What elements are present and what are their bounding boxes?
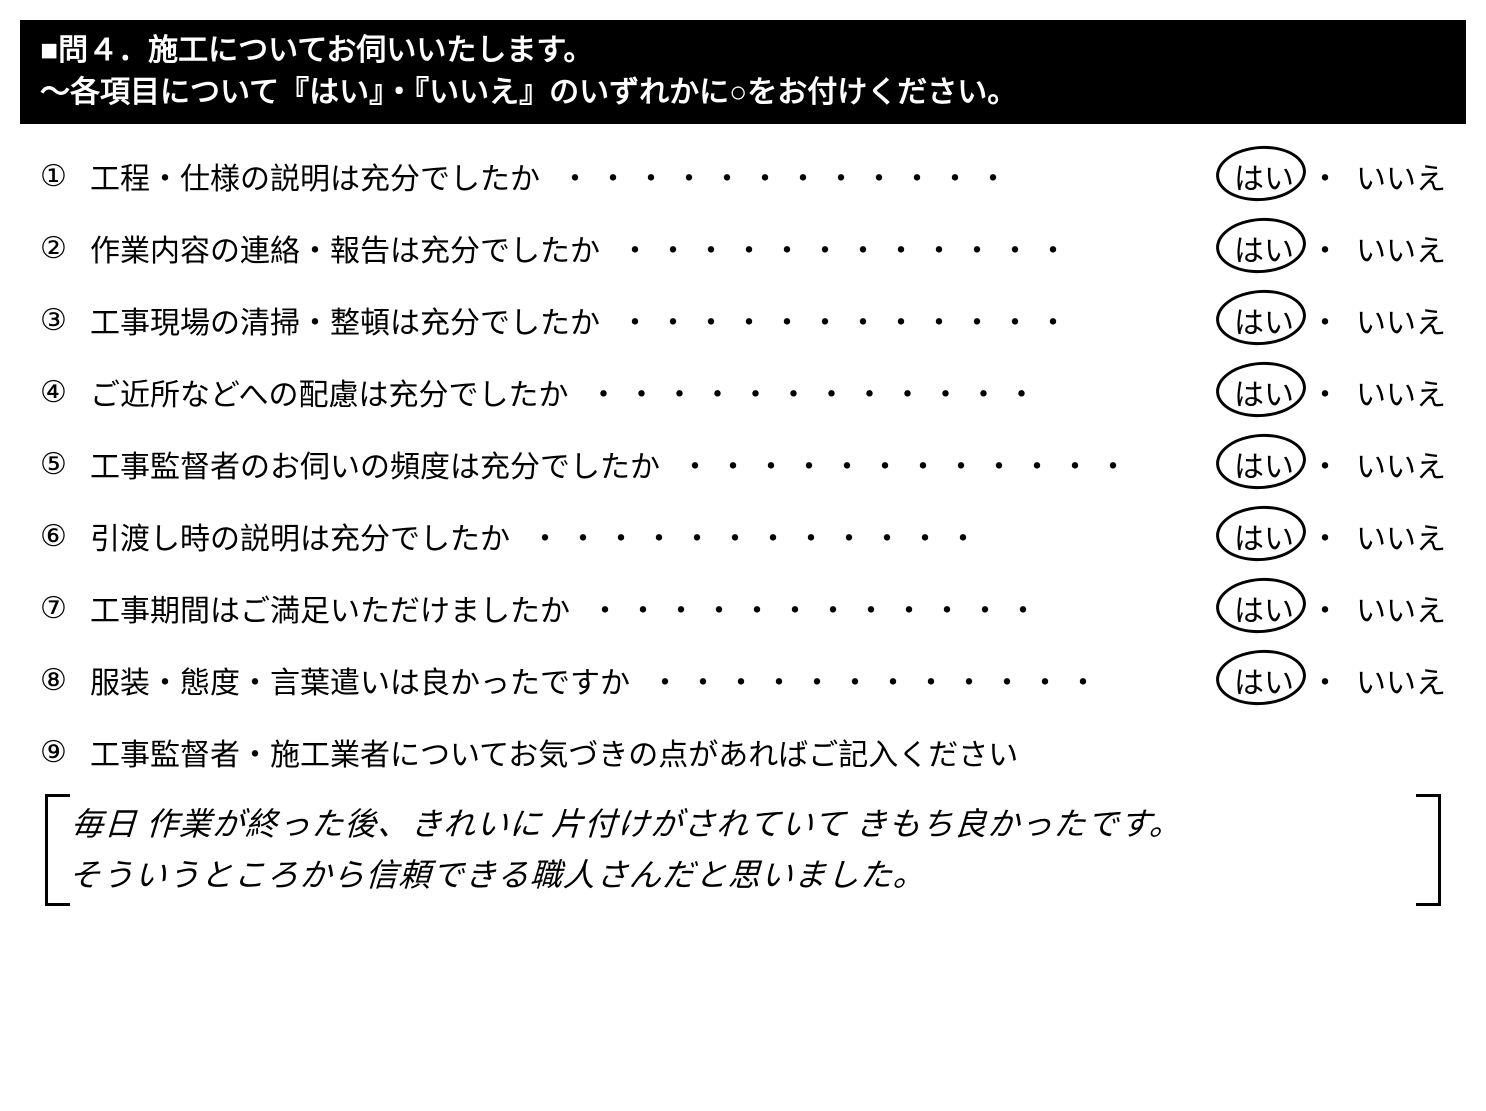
handwritten-line2: そういうところから信頼できる職人さんだと思いました。: [67, 850, 1416, 901]
answer-group: はい ・ いいえ: [1234, 370, 1446, 414]
question-text: 工事監督者のお伺いの頻度は充分でしたか: [90, 442, 660, 486]
question-row-4: ④ ご近所などへの配慮は充分でしたか ・・・・・・・・・・・・ はい ・ いいえ: [40, 370, 1446, 414]
question-row-2: ② 作業内容の連絡・報告は充分でしたか ・・・・・・・・・・・・ はい ・ いい…: [40, 226, 1446, 270]
question-number: ⑨: [40, 735, 90, 770]
question-row-1: ① 工程・仕様の説明は充分でしたか ・・・・・・・・・・・・ はい ・ いいえ: [40, 154, 1446, 198]
separator-dot: ・: [1306, 298, 1344, 342]
leader-dots: ・・・・・・・・・・・・: [540, 154, 1234, 198]
header-line2: ～各項目について『はい』・『いいえ』のいずれかに○をお付けください。: [40, 72, 1446, 114]
section-header: ■問４．施工についてお伺いいたします。 ～各項目について『はい』・『いいえ』のい…: [20, 20, 1466, 124]
separator-dot: ・: [1306, 514, 1344, 558]
leader-dots: ・・・・・・・・・・・・: [570, 586, 1234, 630]
question-text: 工事監督者・施工業者についてお気づきの点があればご記入ください: [90, 730, 1018, 774]
question-number: ⑥: [40, 519, 90, 554]
question-row-5: ⑤ 工事監督者のお伺いの頻度は充分でしたか ・・・・・・・・・・・・ はい ・ …: [40, 442, 1446, 486]
separator-dot: ・: [1306, 442, 1344, 486]
leader-dots: ・・・・・・・・・・・・: [600, 226, 1234, 270]
answer-group: はい ・ いいえ: [1234, 442, 1446, 486]
question-text: 工事期間はご満足いただけましたか: [90, 586, 570, 630]
separator-dot: ・: [1306, 370, 1344, 414]
answer-group: はい ・ いいえ: [1234, 658, 1446, 702]
separator-dot: ・: [1306, 658, 1344, 702]
leader-dots: ・・・・・・・・・・・・: [600, 298, 1234, 342]
answer-yes[interactable]: はい: [1234, 226, 1294, 270]
question-row-8: ⑧ 服装・態度・言葉遣いは良かったですか ・・・・・・・・・・・・ はい ・ い…: [40, 658, 1446, 702]
answer-yes[interactable]: はい: [1234, 370, 1294, 414]
question-text: 引渡し時の説明は充分でしたか: [90, 514, 510, 558]
question-row-9: ⑨ 工事監督者・施工業者についてお気づきの点があればご記入ください: [40, 730, 1446, 774]
answer-yes[interactable]: はい: [1234, 586, 1294, 630]
question-text: 作業内容の連絡・報告は充分でしたか: [90, 226, 600, 270]
answer-yes[interactable]: はい: [1234, 154, 1294, 198]
answer-group: はい ・ いいえ: [1234, 154, 1446, 198]
question-text: ご近所などへの配慮は充分でしたか: [90, 370, 569, 414]
freetext-answer-area: 毎日 作業が終った後、きれいに 片付けがされていて きもち良かったです。 そうい…: [40, 789, 1446, 911]
handwritten-response: 毎日 作業が終った後、きれいに 片付けがされていて きもち良かったです。 そうい…: [67, 799, 1418, 901]
answer-no[interactable]: いいえ: [1356, 442, 1446, 486]
question-number: ③: [40, 303, 90, 338]
question-text: 服装・態度・言葉遣いは良かったですか: [90, 658, 630, 702]
answer-no[interactable]: いいえ: [1356, 658, 1446, 702]
question-row-6: ⑥ 引渡し時の説明は充分でしたか ・・・・・・・・・・・・ はい ・ いいえ: [40, 514, 1446, 558]
question-text: 工事現場の清掃・整頓は充分でしたか: [90, 298, 600, 342]
answer-yes[interactable]: はい: [1234, 658, 1294, 702]
question-text: 工程・仕様の説明は充分でしたか: [90, 154, 540, 198]
answer-no[interactable]: いいえ: [1356, 298, 1446, 342]
answer-yes[interactable]: はい: [1234, 514, 1294, 558]
leader-dots: ・・・・・・・・・・・・: [630, 658, 1234, 702]
answer-group: はい ・ いいえ: [1234, 226, 1446, 270]
handwritten-line1: 毎日 作業が終った後、きれいに 片付けがされていて きもち良かったです。: [70, 799, 1419, 850]
question-number: ⑧: [40, 663, 90, 698]
leader-dots: ・・・・・・・・・・・・: [660, 442, 1234, 486]
answer-group: はい ・ いいえ: [1234, 298, 1446, 342]
answer-no[interactable]: いいえ: [1356, 514, 1446, 558]
questions-container: ① 工程・仕様の説明は充分でしたか ・・・・・・・・・・・・ はい ・ いいえ …: [20, 124, 1466, 921]
answer-no[interactable]: いいえ: [1356, 586, 1446, 630]
answer-group: はい ・ いいえ: [1234, 586, 1446, 630]
bracket-right-icon: [1416, 794, 1441, 906]
question-row-3: ③ 工事現場の清掃・整頓は充分でしたか ・・・・・・・・・・・・ はい ・ いい…: [40, 298, 1446, 342]
bracket-left-icon: [45, 794, 70, 906]
answer-yes[interactable]: はい: [1234, 442, 1294, 486]
separator-dot: ・: [1306, 226, 1344, 270]
separator-dot: ・: [1306, 154, 1344, 198]
separator-dot: ・: [1306, 586, 1344, 630]
leader-dots: ・・・・・・・・・・・・: [569, 370, 1235, 414]
question-number: ①: [40, 159, 90, 194]
question-number: ②: [40, 231, 90, 266]
header-line1: ■問４．施工についてお伺いいたします。: [40, 30, 1446, 72]
answer-no[interactable]: いいえ: [1356, 370, 1446, 414]
question-row-7: ⑦ 工事期間はご満足いただけましたか ・・・・・・・・・・・・ はい ・ いいえ: [40, 586, 1446, 630]
answer-yes[interactable]: はい: [1234, 298, 1294, 342]
answer-no[interactable]: いいえ: [1356, 226, 1446, 270]
question-number: ⑤: [40, 447, 90, 482]
answer-no[interactable]: いいえ: [1356, 154, 1446, 198]
leader-dots: ・・・・・・・・・・・・: [510, 514, 1234, 558]
question-number: ④: [40, 375, 90, 410]
answer-group: はい ・ いいえ: [1234, 514, 1446, 558]
question-number: ⑦: [40, 591, 90, 626]
